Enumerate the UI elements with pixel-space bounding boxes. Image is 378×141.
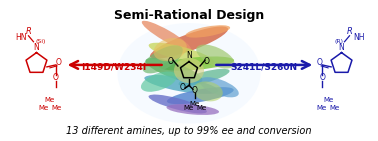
Text: N: N — [339, 43, 344, 52]
Text: Me: Me — [323, 97, 333, 103]
Ellipse shape — [167, 87, 234, 104]
Ellipse shape — [178, 69, 229, 86]
Text: NH: NH — [353, 33, 365, 42]
Ellipse shape — [196, 45, 234, 69]
Ellipse shape — [166, 104, 219, 115]
Text: O: O — [53, 73, 59, 82]
Text: Me: Me — [329, 104, 339, 111]
Text: Me: Me — [190, 101, 200, 107]
Ellipse shape — [149, 95, 207, 114]
Ellipse shape — [143, 45, 183, 73]
Ellipse shape — [150, 27, 228, 59]
Ellipse shape — [159, 56, 234, 71]
Text: O: O — [319, 73, 325, 82]
Text: Me: Me — [197, 105, 207, 111]
Ellipse shape — [144, 75, 218, 94]
Text: I149D/W234I: I149D/W234I — [81, 63, 146, 72]
Ellipse shape — [141, 71, 177, 92]
Text: Me: Me — [52, 104, 62, 111]
Ellipse shape — [153, 38, 187, 61]
Ellipse shape — [174, 58, 204, 83]
Text: O: O — [316, 58, 322, 67]
Ellipse shape — [146, 58, 202, 83]
Text: O: O — [204, 57, 210, 66]
Text: R: R — [26, 27, 31, 36]
Text: HN: HN — [15, 33, 26, 42]
Text: O: O — [56, 58, 62, 67]
Ellipse shape — [118, 23, 260, 124]
Ellipse shape — [186, 25, 230, 38]
Text: Me: Me — [39, 104, 49, 111]
Text: O: O — [168, 57, 174, 66]
Text: Me: Me — [45, 97, 55, 103]
Ellipse shape — [193, 81, 223, 101]
Ellipse shape — [142, 21, 191, 50]
Text: (R): (R) — [335, 39, 344, 44]
Text: O: O — [192, 86, 198, 95]
Text: Me: Me — [183, 105, 193, 111]
Ellipse shape — [200, 77, 239, 97]
Text: S241L/S260N: S241L/S260N — [231, 63, 298, 72]
Ellipse shape — [149, 43, 214, 65]
Text: 13 different amines, up to 99% ee and conversion: 13 different amines, up to 99% ee and co… — [66, 126, 312, 136]
Text: R: R — [347, 27, 352, 36]
Text: O: O — [180, 83, 186, 92]
Text: N: N — [186, 51, 192, 60]
Text: Semi-Rational Design: Semi-Rational Design — [114, 9, 264, 22]
Text: Me: Me — [316, 104, 326, 111]
Text: N: N — [34, 43, 39, 52]
Text: (Si): (Si) — [36, 39, 46, 44]
